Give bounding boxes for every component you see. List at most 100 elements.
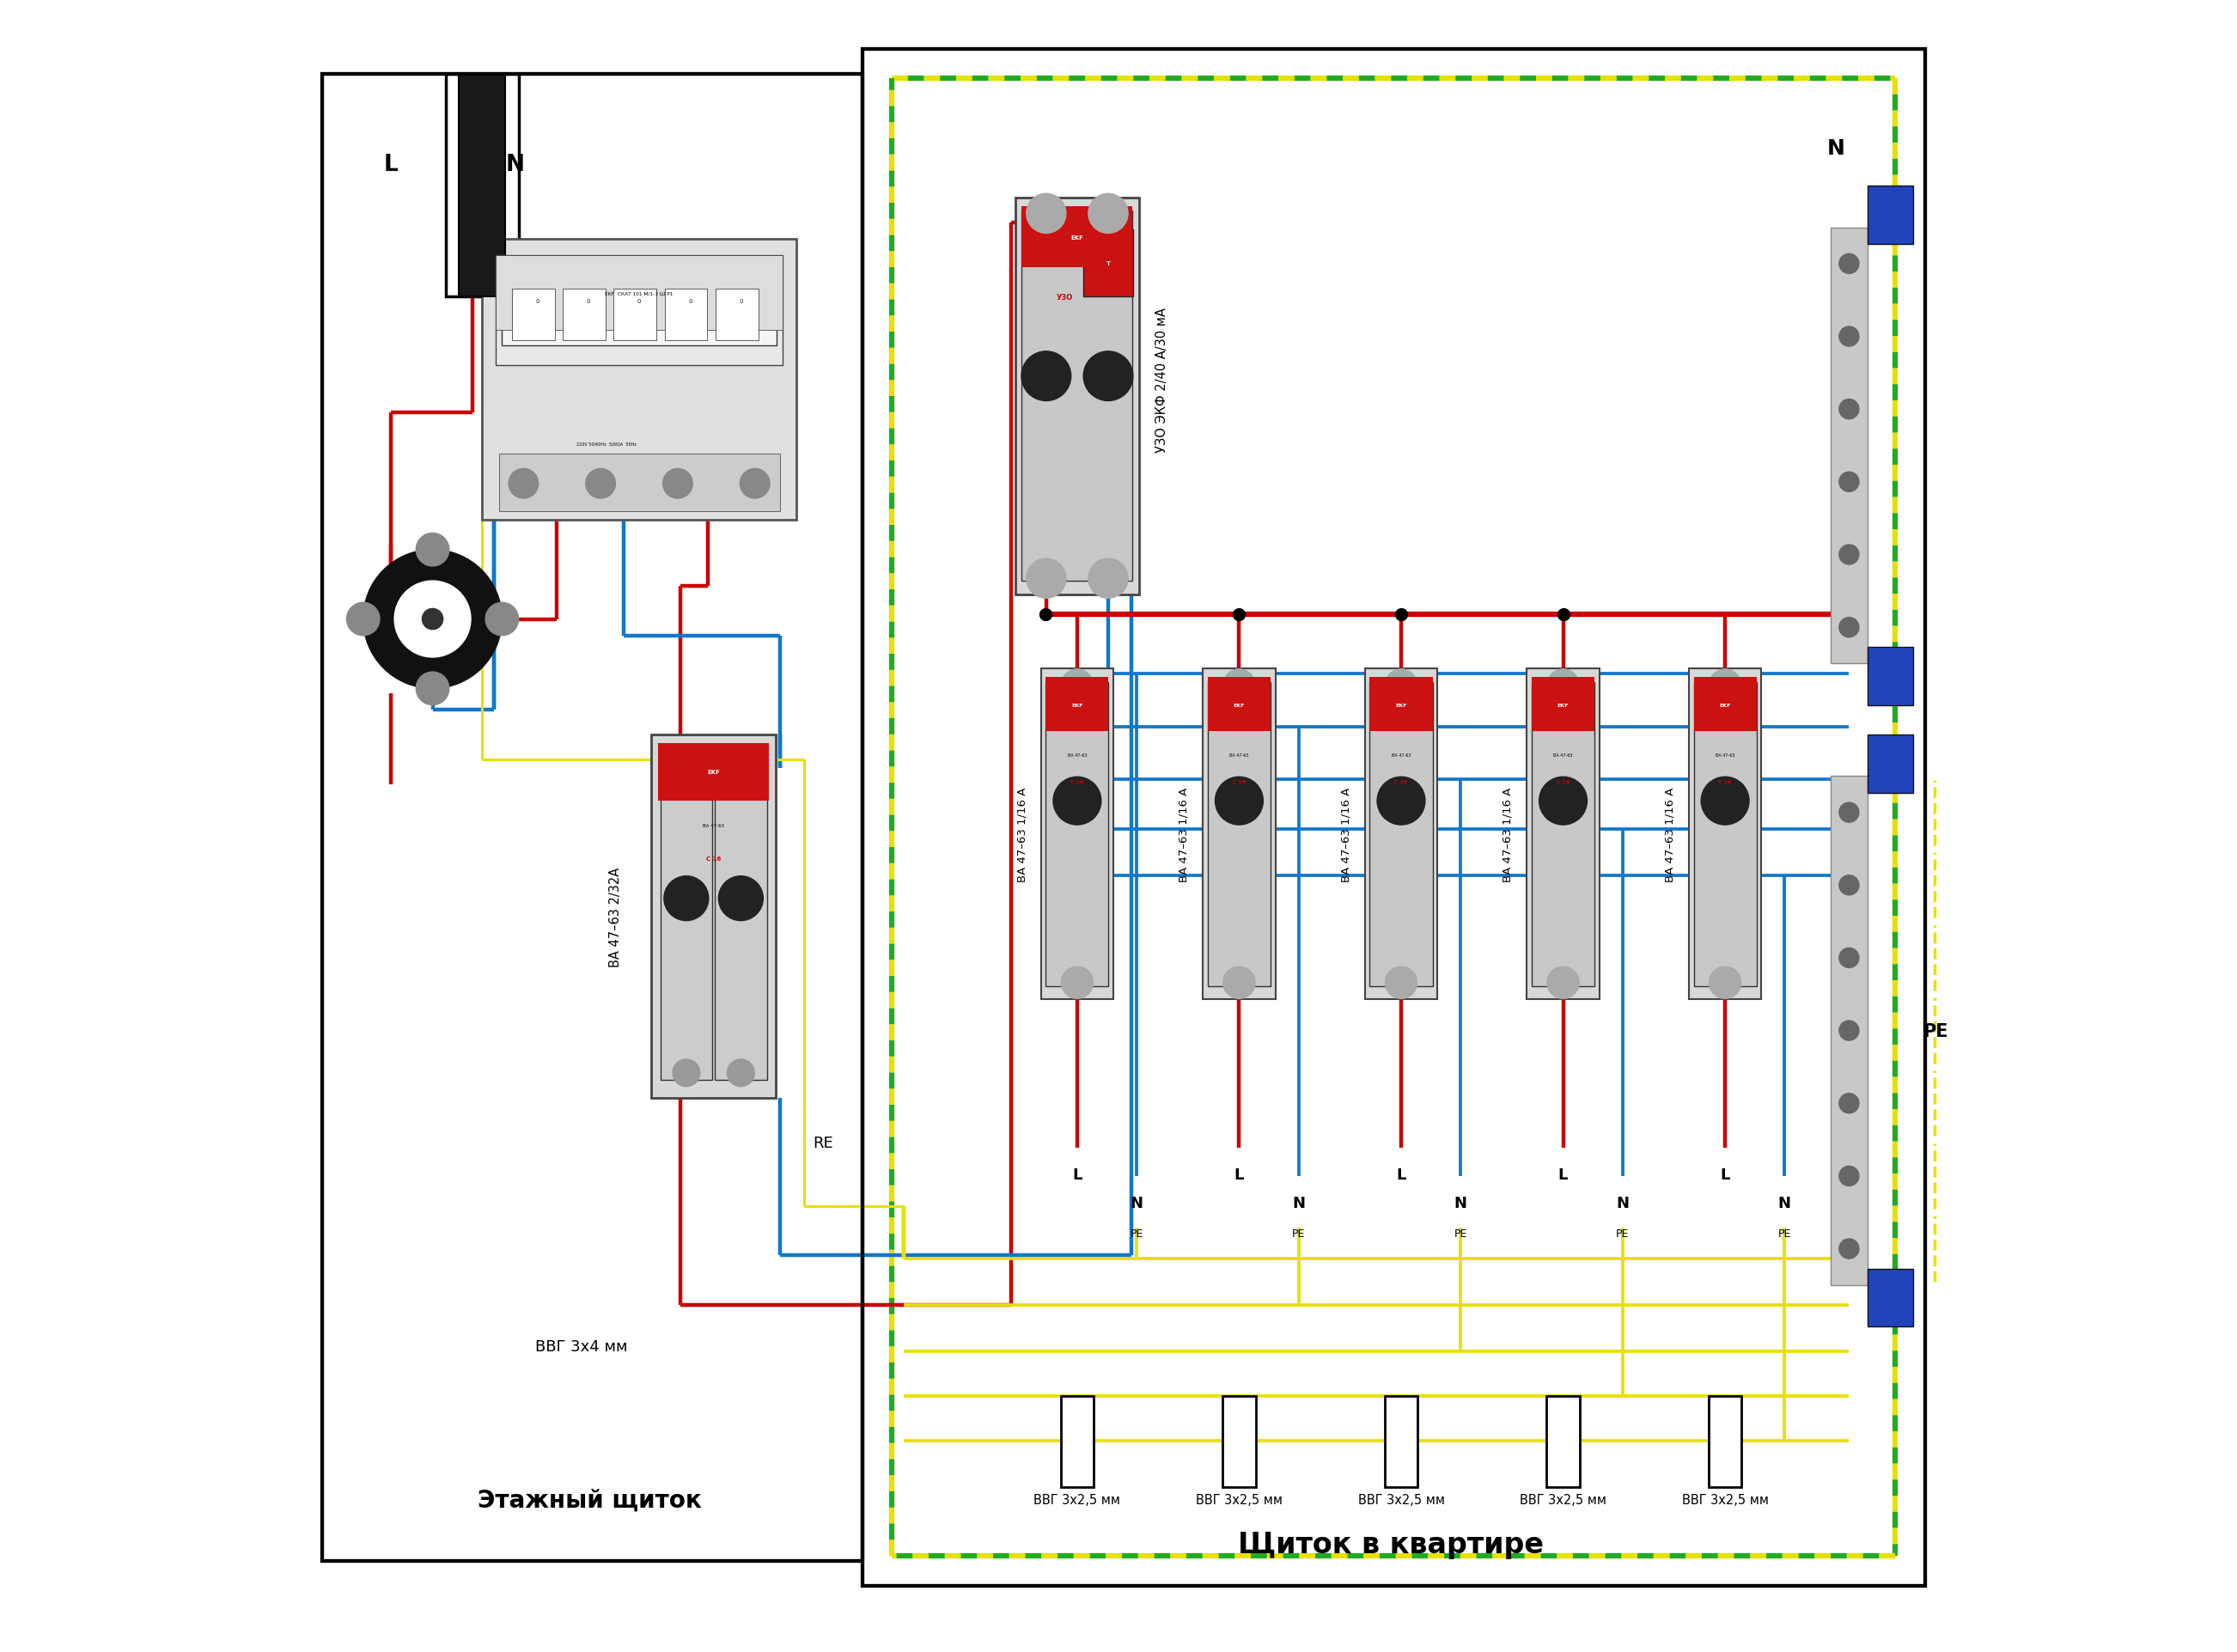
Circle shape xyxy=(718,876,763,922)
Text: C 16: C 16 xyxy=(1072,780,1083,783)
Circle shape xyxy=(1224,669,1255,702)
Circle shape xyxy=(1054,776,1101,826)
Text: PE: PE xyxy=(1454,1227,1467,1239)
Bar xyxy=(494,256,783,330)
Bar xyxy=(322,74,861,1561)
Bar xyxy=(658,743,770,801)
Circle shape xyxy=(1839,1021,1859,1041)
Text: N: N xyxy=(1828,139,1846,159)
Circle shape xyxy=(1839,876,1859,895)
Circle shape xyxy=(1548,669,1579,702)
Circle shape xyxy=(1027,558,1067,598)
Text: ВВГ 3х2,5 мм: ВВГ 3х2,5 мм xyxy=(1197,1493,1282,1507)
Bar xyxy=(660,753,711,1080)
Text: L: L xyxy=(1396,1166,1407,1183)
Circle shape xyxy=(727,1059,754,1087)
Text: ВА 47-63: ВА 47-63 xyxy=(1230,753,1248,757)
Text: ВВГ 3х2,5 мм: ВВГ 3х2,5 мм xyxy=(1358,1493,1445,1507)
Bar xyxy=(1546,1396,1579,1487)
Text: ВА 47-63: ВА 47-63 xyxy=(1716,753,1734,757)
Circle shape xyxy=(1839,1094,1859,1113)
Bar xyxy=(1045,677,1110,732)
Circle shape xyxy=(485,603,519,636)
Circle shape xyxy=(1089,558,1127,598)
Circle shape xyxy=(1224,966,1255,999)
Bar xyxy=(1868,735,1913,793)
Circle shape xyxy=(394,582,470,657)
Text: T: T xyxy=(1105,261,1110,266)
Text: ВА 47-63: ВА 47-63 xyxy=(1391,753,1412,757)
Text: N: N xyxy=(1454,1194,1467,1211)
Text: 0: 0 xyxy=(586,299,591,304)
Bar xyxy=(1045,682,1110,986)
Bar xyxy=(1532,682,1595,986)
Bar xyxy=(1385,1396,1418,1487)
Text: ВА 47–63 1/16 А: ВА 47–63 1/16 А xyxy=(1503,786,1514,882)
Text: PE: PE xyxy=(1293,1227,1304,1239)
Circle shape xyxy=(1839,1239,1859,1259)
Text: ВА 47–63 2/32А: ВА 47–63 2/32А xyxy=(608,867,622,966)
Bar xyxy=(512,289,555,340)
Circle shape xyxy=(673,747,700,775)
Bar xyxy=(861,50,1926,1586)
Text: C 16: C 16 xyxy=(1718,780,1731,783)
Bar xyxy=(1868,648,1913,705)
Circle shape xyxy=(416,534,450,567)
Text: C 16: C 16 xyxy=(1233,780,1246,783)
Text: EKF: EKF xyxy=(1557,704,1568,707)
Text: EKF: EKF xyxy=(1396,704,1407,707)
Text: N: N xyxy=(1130,1194,1143,1211)
Bar xyxy=(1532,677,1595,732)
Text: N: N xyxy=(1615,1194,1629,1211)
Text: ВА 47–63 1/16 А: ВА 47–63 1/16 А xyxy=(1664,786,1676,882)
Circle shape xyxy=(1839,327,1859,347)
Text: L: L xyxy=(1235,1166,1244,1183)
Bar xyxy=(1365,669,1438,999)
Circle shape xyxy=(1027,195,1067,235)
Circle shape xyxy=(1083,352,1132,401)
Text: N: N xyxy=(1293,1194,1304,1211)
Text: N: N xyxy=(1778,1194,1792,1211)
Circle shape xyxy=(1060,966,1094,999)
Circle shape xyxy=(416,672,450,705)
Text: ВА 47–63 1/16 А: ВА 47–63 1/16 А xyxy=(1340,786,1351,882)
Bar xyxy=(459,74,506,297)
Text: ВВГ 3х2,5 мм: ВВГ 3х2,5 мм xyxy=(1519,1493,1606,1507)
Bar xyxy=(716,753,767,1080)
Circle shape xyxy=(664,876,709,922)
Bar xyxy=(1083,230,1132,297)
Bar xyxy=(1208,682,1271,986)
Text: Щиток в квартире: Щиток в квартире xyxy=(1239,1530,1544,1559)
Bar xyxy=(716,289,758,340)
Text: N: N xyxy=(506,154,526,177)
Bar xyxy=(1689,669,1761,999)
Text: 0: 0 xyxy=(638,299,642,304)
Bar xyxy=(1526,669,1599,999)
Bar xyxy=(1369,682,1432,986)
Circle shape xyxy=(1700,776,1749,826)
Circle shape xyxy=(1709,669,1740,702)
Text: L: L xyxy=(385,154,398,177)
Text: ВА 47–63 1/16 А: ВА 47–63 1/16 А xyxy=(1016,786,1027,882)
Circle shape xyxy=(1709,966,1740,999)
Circle shape xyxy=(1839,545,1859,565)
Bar xyxy=(1022,211,1132,582)
Bar xyxy=(1369,677,1432,732)
Bar xyxy=(1022,206,1132,268)
Bar xyxy=(1830,228,1868,664)
Circle shape xyxy=(1539,776,1586,826)
Circle shape xyxy=(673,1059,700,1087)
Circle shape xyxy=(423,610,443,629)
Circle shape xyxy=(1060,669,1094,702)
Text: ВА 47-63: ВА 47-63 xyxy=(1067,753,1087,757)
Circle shape xyxy=(1022,352,1072,401)
Bar xyxy=(1060,1396,1094,1487)
Text: L: L xyxy=(1559,1166,1568,1183)
Bar xyxy=(1224,1396,1255,1487)
Bar xyxy=(483,240,796,520)
Text: RE: RE xyxy=(812,1135,832,1151)
Bar xyxy=(494,256,783,367)
Text: PE: PE xyxy=(1130,1227,1143,1239)
Bar xyxy=(1208,677,1271,732)
Text: PE: PE xyxy=(1922,1023,1948,1039)
